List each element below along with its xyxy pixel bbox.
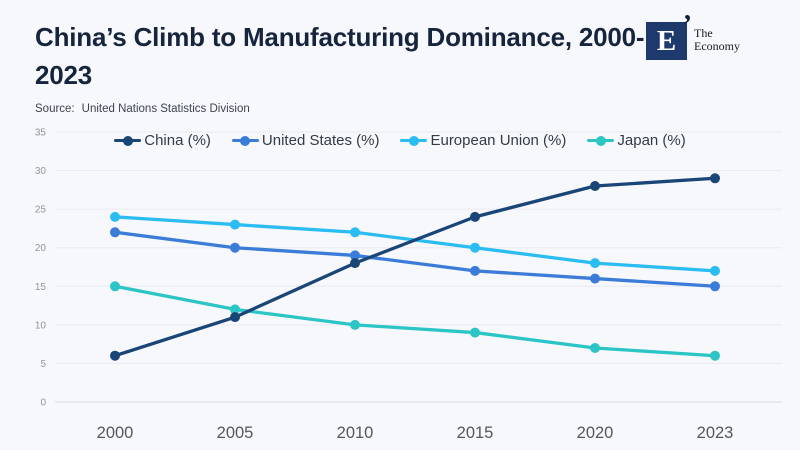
legend-swatch-icon xyxy=(400,135,428,146)
data-point-united-states xyxy=(590,273,600,284)
data-point-european-union xyxy=(110,211,120,222)
x-tick-label: 2020 xyxy=(577,424,614,442)
legend-item-japan[interactable]: Japan (%) xyxy=(587,132,686,149)
logo-wordmark-line2: Economy xyxy=(694,39,740,53)
data-point-japan xyxy=(110,281,120,292)
logo-wordmark-line1: The xyxy=(694,26,713,40)
legend-swatch-icon xyxy=(114,135,142,146)
logo-letter: E xyxy=(656,24,677,57)
legend-marker-dot-icon xyxy=(240,135,251,146)
y-tick-label: 5 xyxy=(40,359,46,370)
source-note: Source: United Nations Statistics Divisio… xyxy=(35,103,250,115)
y-tick-label: 10 xyxy=(35,320,47,331)
data-point-japan xyxy=(470,327,480,338)
y-tick-label: 20 xyxy=(35,243,47,254)
data-point-united-states xyxy=(710,281,720,292)
legend-marker-dot-icon xyxy=(408,135,419,146)
chart-legend: China (%) United States (%) European Union… xyxy=(0,132,800,149)
data-point-china xyxy=(590,181,600,191)
data-point-united-states xyxy=(230,242,240,253)
y-tick-label: 35 xyxy=(35,128,47,139)
legend-item-european-union[interactable]: European Union (%) xyxy=(400,132,566,149)
source-label: Source: xyxy=(35,103,75,115)
line-chart: 0 5 10 15 20 25 30 35 2000 2005 2010 2015 2020 2023 C… xyxy=(0,120,800,450)
legend-item-china[interactable]: China (%) xyxy=(114,132,211,149)
source-text: United Nations Statistics Division xyxy=(81,103,250,115)
data-point-european-union xyxy=(710,265,720,276)
data-point-united-states xyxy=(470,265,480,276)
y-tick-label: 0 xyxy=(40,398,46,409)
data-point-china xyxy=(110,350,120,361)
legend-item-united-states[interactable]: United States (%) xyxy=(231,132,380,149)
header: China’s Climb to Manufacturing Dominance… xyxy=(35,12,770,94)
data-point-european-union xyxy=(230,219,240,230)
data-point-japan xyxy=(230,304,240,315)
y-tick-label: 15 xyxy=(35,282,47,293)
y-tick-label: 30 xyxy=(35,166,47,177)
legend-swatch-icon xyxy=(231,135,259,146)
plot-area: 0 5 10 15 20 25 30 35 2000 2005 2010 2015 2020 2023 xyxy=(35,128,782,442)
data-point-european-union xyxy=(350,227,360,238)
legend-swatch-icon xyxy=(587,135,615,146)
legend-label: China (%) xyxy=(144,132,211,149)
logo-tick-icon: ’ xyxy=(682,10,692,41)
legend-marker-dot-icon xyxy=(595,135,606,146)
data-point-european-union xyxy=(590,258,600,269)
series-line-united-states xyxy=(113,230,717,288)
logo-e-mark: E ’ xyxy=(646,12,692,60)
y-tick-label: 25 xyxy=(35,205,47,216)
data-point-china xyxy=(230,312,240,323)
series-line-japan xyxy=(113,284,717,358)
legend-label: Japan (%) xyxy=(617,132,686,149)
data-point-china xyxy=(470,211,480,222)
data-point-european-union xyxy=(470,242,480,253)
legend-label: United States (%) xyxy=(261,132,380,149)
x-tick-label: 2010 xyxy=(337,424,374,442)
brand-logo: E ’ The Economy xyxy=(646,12,740,60)
data-point-united-states xyxy=(350,250,360,261)
x-tick-label: 2023 xyxy=(697,424,734,442)
x-tick-label: 2015 xyxy=(457,424,494,442)
x-tick-label: 2005 xyxy=(217,424,254,442)
page-title: China’s Climb to Manufacturing Dominance… xyxy=(35,22,645,90)
legend-label: European Union (%) xyxy=(430,132,567,149)
x-tick-label: 2000 xyxy=(97,424,134,442)
logo-wordmark: The Economy xyxy=(694,22,740,53)
data-point-japan xyxy=(710,350,720,361)
data-point-china xyxy=(350,258,360,269)
data-point-china xyxy=(710,173,720,184)
data-point-united-states xyxy=(110,227,120,238)
data-point-japan xyxy=(350,319,360,330)
data-point-japan xyxy=(590,343,600,353)
legend-marker-dot-icon xyxy=(122,135,133,146)
series-line-china xyxy=(113,176,717,358)
